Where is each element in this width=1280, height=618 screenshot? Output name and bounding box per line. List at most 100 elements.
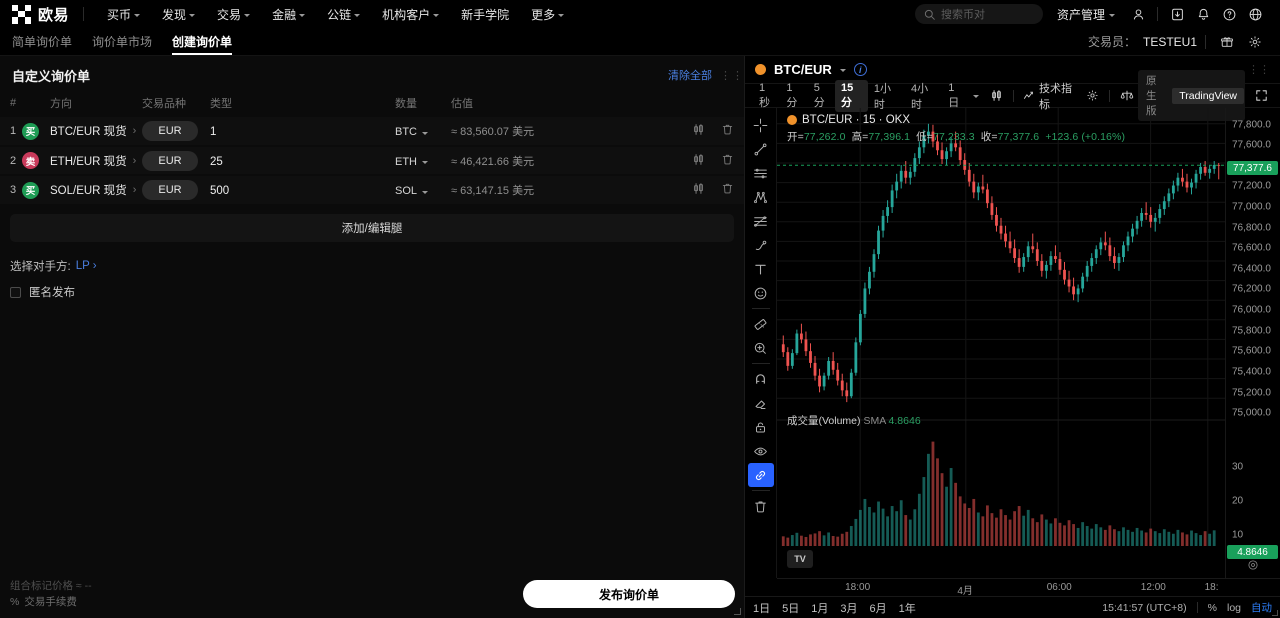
chart-type-icon[interactable]	[986, 89, 1007, 102]
timeframe-1h[interactable]: 1小时	[873, 82, 891, 111]
fib-retracement-icon[interactable]	[748, 209, 774, 233]
type-pill[interactable]: EUR	[142, 121, 198, 141]
zoom-icon[interactable]	[748, 336, 774, 360]
quantity-input[interactable]: 25	[210, 155, 223, 168]
price-axis[interactable]: 77,800.077,600.077,400.077,200.077,000.0…	[1225, 108, 1280, 578]
okx-logo[interactable]: 欧易	[12, 4, 69, 25]
chart-resize-corner[interactable]	[1272, 610, 1278, 616]
info-icon[interactable]: i	[853, 63, 867, 76]
quantity-input[interactable]: 500	[210, 185, 230, 197]
type-pill[interactable]: EUR	[142, 150, 198, 171]
trash-icon[interactable]	[748, 494, 774, 518]
nav-item-academy[interactable]: 新手学院	[450, 6, 520, 23]
view-native[interactable]: 原生版	[1145, 75, 1157, 117]
timeframe-1m[interactable]: 1分	[786, 81, 798, 109]
time-axis[interactable]: 18:00 4月 06:00 12:00 18:	[777, 578, 1225, 597]
candlestick-icon[interactable]	[692, 182, 705, 198]
fullscreen-icon[interactable]	[1251, 89, 1272, 102]
row-qty-cell[interactable]: 500	[210, 175, 395, 204]
tab-simple-rfq[interactable]: 简单询价单	[12, 28, 72, 55]
side-badge-buy[interactable]: 买	[22, 122, 39, 140]
delete-row-icon[interactable]	[721, 153, 734, 169]
hide-icon[interactable]	[748, 439, 774, 463]
publish-rfq-button[interactable]: 发布询价单	[523, 580, 735, 608]
panel-resize-corner[interactable]	[734, 608, 741, 615]
delete-row-icon[interactable]	[721, 182, 734, 198]
nav-item-discover[interactable]: 发现	[151, 6, 206, 23]
trend-line-icon[interactable]	[748, 137, 774, 161]
bell-icon[interactable]	[1190, 1, 1216, 27]
search-input[interactable]: 搜索币对	[914, 4, 1043, 24]
chart-settings-icon[interactable]	[1082, 89, 1103, 102]
timeframe-5m[interactable]: 5分	[813, 81, 825, 109]
nav-item-finance[interactable]: 金融	[261, 6, 316, 23]
range-5d[interactable]: 5日	[782, 602, 800, 615]
timeframe-1d[interactable]: 1日	[948, 81, 960, 109]
chevron-down-icon[interactable]	[972, 95, 979, 98]
timeframe-15m[interactable]: 15分	[835, 79, 868, 112]
user-icon[interactable]	[1125, 1, 1151, 27]
help-icon[interactable]	[1216, 1, 1242, 27]
tab-create-rfq[interactable]: 创建询价单	[172, 28, 233, 55]
download-icon[interactable]	[1164, 1, 1190, 27]
currency-select[interactable]: ETH	[395, 156, 428, 168]
lock-icon[interactable]	[748, 415, 774, 439]
emoji-icon[interactable]	[748, 281, 774, 305]
quantity-input[interactable]: 1	[210, 126, 217, 138]
measure-icon[interactable]	[748, 312, 774, 336]
auto-scale-button[interactable]: 自动	[1251, 602, 1272, 614]
row-qty-cell[interactable]: 1	[210, 117, 395, 146]
sync-icon[interactable]	[747, 463, 774, 487]
brush-icon[interactable]	[748, 233, 774, 257]
side-badge-sell[interactable]: 卖	[22, 152, 39, 169]
settings-icon[interactable]	[1242, 29, 1268, 55]
chart-header-grip[interactable]: ⋮⋮	[1248, 64, 1270, 76]
anonymous-checkbox[interactable]	[10, 286, 21, 298]
row-symbol-cell[interactable]: SOL/EUR 现货 ›	[50, 175, 142, 204]
nav-item-institutional[interactable]: 机构客户	[371, 6, 450, 23]
currency-select[interactable]: BTC	[395, 126, 428, 138]
eraser-icon[interactable]	[748, 391, 774, 415]
magnet-icon[interactable]	[748, 367, 774, 391]
currency-select[interactable]: SOL	[395, 185, 429, 197]
type-pill[interactable]: EUR	[142, 180, 198, 200]
pitchfork-icon[interactable]	[748, 185, 774, 209]
side-badge-buy[interactable]: 买	[22, 181, 39, 199]
text-icon[interactable]	[748, 257, 774, 281]
crosshair-icon[interactable]	[748, 113, 774, 137]
range-1y[interactable]: 1年	[898, 602, 916, 615]
view-tradingview[interactable]: TradingView	[1172, 87, 1245, 104]
chevron-down-icon[interactable]	[839, 69, 846, 72]
nav-item-buy-crypto[interactable]: 买币	[96, 6, 151, 23]
candlestick-icon[interactable]	[692, 153, 705, 169]
globe-icon[interactable]	[1242, 1, 1268, 27]
counterparty-select[interactable]: LP ›	[75, 260, 97, 272]
chart-plot-area[interactable]: BTC/EUR · 15 · OKX 开=77,262.0 高=77,396.1…	[777, 108, 1225, 578]
nav-item-chain[interactable]: 公链	[316, 6, 371, 23]
range-1d[interactable]: 1日	[753, 602, 771, 615]
compare-icon[interactable]	[1116, 89, 1138, 102]
add-edit-leg-button[interactable]: 添加/编辑腿	[10, 214, 734, 242]
row-symbol-cell[interactable]: BTC/EUR 现货 ›	[50, 117, 142, 146]
range-6m[interactable]: 6月	[869, 602, 887, 615]
range-1m[interactable]: 1月	[811, 602, 829, 615]
timeframe-4h[interactable]: 4小时	[911, 82, 929, 111]
nav-item-trade[interactable]: 交易	[206, 6, 261, 23]
axis-settings-icon[interactable]	[1247, 559, 1259, 574]
delete-row-icon[interactable]	[721, 123, 734, 139]
gift-icon[interactable]	[1214, 29, 1240, 55]
row-qty-cell[interactable]: 25	[210, 146, 395, 175]
row-symbol-cell[interactable]: ETH/EUR 现货 ›	[50, 146, 142, 175]
tab-rfq-market[interactable]: 询价单市场	[92, 28, 152, 55]
candlestick-icon[interactable]	[692, 123, 705, 139]
log-scale-button[interactable]: log	[1226, 601, 1241, 614]
nav-item-more[interactable]: 更多	[520, 6, 575, 23]
percent-scale-button[interactable]: %	[1207, 601, 1217, 614]
clear-all-button[interactable]: 清除全部	[668, 70, 712, 82]
asset-management-menu[interactable]: 资产管理	[1043, 6, 1125, 23]
timeframe-1s[interactable]: 1秒	[759, 81, 770, 109]
range-3m[interactable]: 3月	[840, 602, 858, 615]
horizontal-lines-icon[interactable]	[748, 161, 774, 185]
panel-resize-grip[interactable]: ⋮⋮	[720, 69, 744, 82]
indicators-button[interactable]: 技术指标	[1019, 80, 1082, 112]
